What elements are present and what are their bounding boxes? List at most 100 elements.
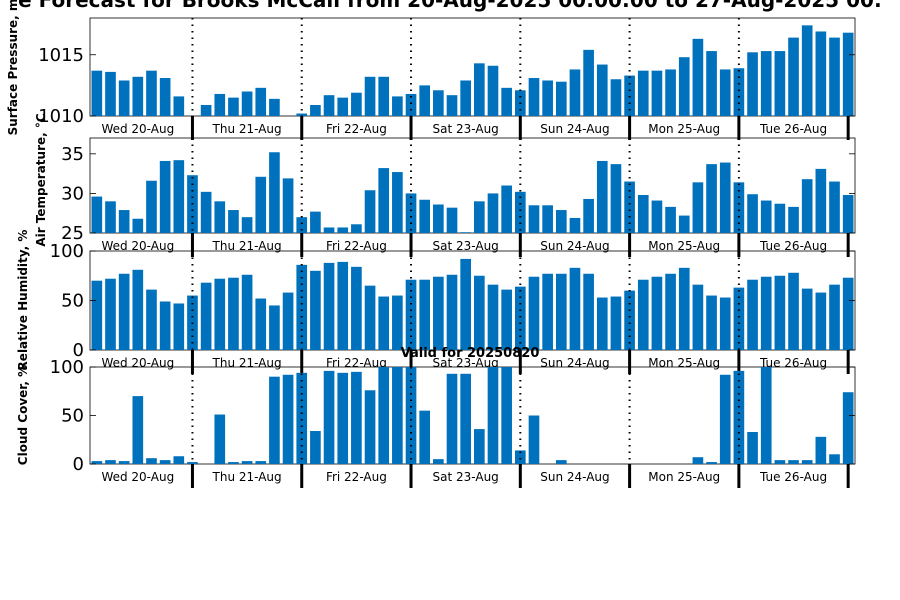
bar	[378, 367, 389, 464]
day-label: Sat 23-Aug	[433, 122, 499, 136]
bar	[310, 271, 321, 350]
bar	[228, 98, 239, 116]
bar	[119, 210, 130, 233]
bar	[747, 280, 758, 350]
bar	[406, 367, 417, 464]
bar	[173, 456, 184, 464]
bar	[378, 168, 389, 233]
bar	[92, 71, 103, 116]
bar	[201, 105, 212, 116]
ytick-label: 1015	[38, 45, 84, 66]
bar	[638, 280, 649, 350]
bar	[105, 201, 116, 233]
bar	[310, 212, 321, 233]
bar	[501, 88, 512, 116]
bar	[324, 95, 335, 116]
bar	[816, 169, 827, 233]
bar	[501, 367, 512, 464]
bar	[324, 371, 335, 464]
bar	[775, 204, 786, 233]
bar	[474, 63, 485, 116]
bar	[146, 181, 157, 233]
bar	[228, 210, 239, 233]
y-axis-label: Surface Pressure, m	[6, 0, 20, 135]
ytick-label: 100	[50, 241, 84, 262]
bar	[201, 283, 212, 350]
bar	[214, 279, 225, 350]
bar	[816, 293, 827, 350]
bar	[419, 411, 430, 464]
bar	[214, 415, 225, 464]
y-axis-label: Cloud Cover, %	[16, 365, 30, 465]
bar	[310, 431, 321, 464]
bar	[242, 461, 253, 464]
bar	[105, 72, 116, 116]
bar	[761, 367, 772, 464]
bar	[802, 460, 813, 464]
bar	[747, 432, 758, 464]
bar	[720, 375, 731, 464]
bar	[665, 69, 676, 116]
bar	[392, 172, 403, 233]
bar	[802, 25, 813, 116]
bar	[488, 367, 499, 464]
bar	[447, 275, 458, 350]
bar	[242, 275, 253, 350]
y-axis-label: Air Temperature, °C	[34, 113, 48, 247]
bar	[734, 68, 745, 116]
bar	[92, 197, 103, 233]
bar	[228, 462, 239, 464]
day-label: Fri 22-Aug	[326, 122, 387, 136]
bar	[214, 94, 225, 116]
bar	[611, 297, 622, 350]
surface-pressure-panel: 1010 1015 Wed 20-Aug Thu 21-Aug Fri 22-Aug Sa…	[6, 0, 855, 140]
bar	[337, 373, 348, 464]
bar	[392, 296, 403, 350]
bar	[693, 457, 704, 464]
day-label: Sat 23-Aug	[433, 470, 499, 484]
day-label: Mon 25-Aug	[648, 122, 720, 136]
bar	[146, 458, 157, 464]
bar	[611, 79, 622, 116]
bar	[474, 276, 485, 350]
bar	[474, 201, 485, 233]
bar	[433, 205, 444, 234]
bar	[460, 259, 471, 350]
bar	[638, 71, 649, 116]
bar	[160, 78, 171, 116]
bar	[679, 216, 690, 233]
bar	[488, 193, 499, 233]
bar	[365, 286, 376, 350]
cloud-cover-panel: 050100Wed 20-Aug Thu 21-Aug Fri 22-Aug Sat …	[16, 357, 855, 488]
bar	[201, 192, 212, 233]
bar	[802, 179, 813, 233]
bar	[583, 274, 594, 350]
bar	[829, 285, 840, 350]
bar	[447, 374, 458, 464]
bar	[583, 199, 594, 233]
bar	[242, 92, 253, 117]
bar	[720, 163, 731, 233]
bar	[351, 267, 362, 350]
bar	[747, 194, 758, 233]
bar	[132, 270, 143, 350]
bar	[447, 95, 458, 116]
bar	[283, 375, 294, 464]
bar	[255, 177, 266, 233]
bar	[337, 262, 348, 350]
bar	[119, 461, 130, 464]
bar	[706, 164, 717, 233]
bar	[788, 207, 799, 233]
bar	[529, 78, 540, 116]
bar	[310, 105, 321, 116]
bar	[365, 190, 376, 233]
bar	[132, 219, 143, 233]
bar	[173, 303, 184, 350]
bar	[228, 278, 239, 350]
bar	[242, 217, 253, 233]
bar	[693, 285, 704, 350]
bar	[843, 33, 854, 116]
bar	[433, 459, 444, 464]
bar	[788, 460, 799, 464]
bar	[843, 195, 854, 233]
